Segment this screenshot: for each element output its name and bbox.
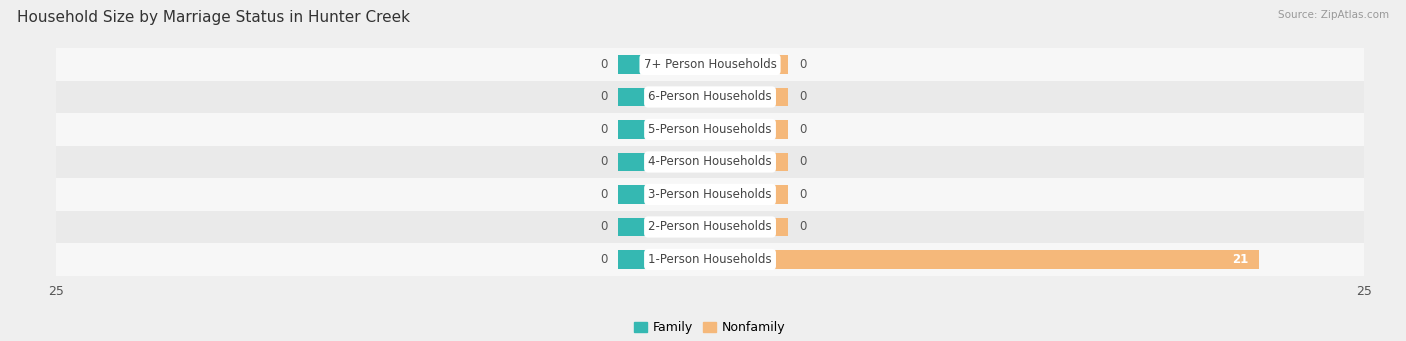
Text: 0: 0 <box>799 123 806 136</box>
Text: 0: 0 <box>799 188 806 201</box>
Text: 1-Person Households: 1-Person Households <box>648 253 772 266</box>
Text: Source: ZipAtlas.com: Source: ZipAtlas.com <box>1278 10 1389 20</box>
Bar <box>710 185 789 204</box>
Text: 0: 0 <box>600 221 607 234</box>
Bar <box>619 55 710 74</box>
Text: 7+ Person Households: 7+ Person Households <box>644 58 776 71</box>
Bar <box>619 250 710 269</box>
Bar <box>710 88 789 106</box>
Text: Household Size by Marriage Status in Hunter Creek: Household Size by Marriage Status in Hun… <box>17 10 411 25</box>
Text: 5-Person Households: 5-Person Households <box>648 123 772 136</box>
Bar <box>56 48 1364 81</box>
Bar <box>619 218 710 236</box>
Bar <box>56 146 1364 178</box>
Text: 4-Person Households: 4-Person Households <box>648 155 772 168</box>
Text: 0: 0 <box>600 155 607 168</box>
Bar <box>56 178 1364 211</box>
Bar <box>710 152 789 172</box>
Text: 0: 0 <box>799 90 806 103</box>
Text: 21: 21 <box>1233 253 1249 266</box>
Bar <box>56 113 1364 146</box>
Bar <box>619 152 710 172</box>
Bar <box>619 185 710 204</box>
Bar <box>710 218 789 236</box>
Bar <box>56 211 1364 243</box>
Text: 0: 0 <box>799 58 806 71</box>
Text: 6-Person Households: 6-Person Households <box>648 90 772 103</box>
Legend: Family, Nonfamily: Family, Nonfamily <box>630 316 790 339</box>
Text: 0: 0 <box>600 90 607 103</box>
Text: 0: 0 <box>600 188 607 201</box>
Bar <box>619 88 710 106</box>
Bar <box>56 243 1364 276</box>
Text: 2-Person Households: 2-Person Households <box>648 221 772 234</box>
Text: 0: 0 <box>799 155 806 168</box>
Text: 0: 0 <box>600 123 607 136</box>
Bar <box>56 81 1364 113</box>
Text: 0: 0 <box>600 58 607 71</box>
Bar <box>710 55 789 74</box>
Text: 0: 0 <box>799 221 806 234</box>
Bar <box>710 120 789 139</box>
Text: 0: 0 <box>600 253 607 266</box>
Bar <box>619 120 710 139</box>
Bar <box>710 250 1260 269</box>
Text: 3-Person Households: 3-Person Households <box>648 188 772 201</box>
